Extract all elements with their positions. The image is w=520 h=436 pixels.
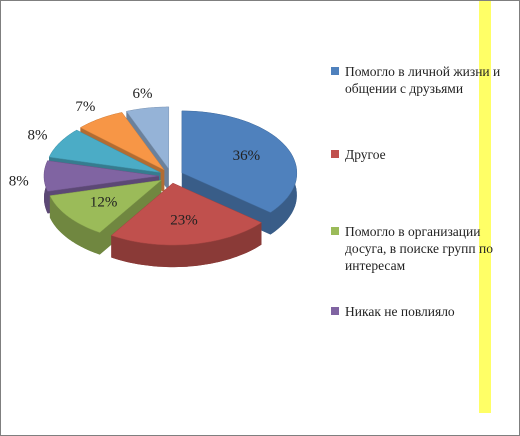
legend-entry: Помогло в личной жизни и общении с друзь… xyxy=(331,63,505,97)
slice xyxy=(125,106,170,170)
data-label: 12% xyxy=(90,194,118,210)
data-label: 8% xyxy=(28,128,48,144)
data-label: 7% xyxy=(75,99,95,115)
highlight-bar xyxy=(479,1,491,413)
legend-swatch xyxy=(331,67,339,75)
data-label: 8% xyxy=(9,173,29,189)
data-label: 6% xyxy=(132,86,152,102)
legend-label: Никак не повлияло xyxy=(345,304,455,319)
data-label: 23% xyxy=(170,213,198,229)
legend-label: Помогло в организации досуга, в поиске г… xyxy=(345,224,493,273)
slice-side xyxy=(49,195,100,255)
legend-swatch xyxy=(331,227,339,235)
data-label: 36% xyxy=(233,148,261,164)
legend-entry: Помогло в организации досуга, в поиске г… xyxy=(331,223,505,274)
slice xyxy=(181,110,298,213)
slice xyxy=(43,160,160,192)
legend-label: Помогло в личной жизни и общении с друзь… xyxy=(345,64,501,96)
legend-entry: Никак не повлияло xyxy=(331,303,505,320)
legend-swatch xyxy=(331,150,339,158)
slice xyxy=(48,129,161,173)
legend-swatch xyxy=(331,307,339,315)
legend-entry: Другое xyxy=(331,146,505,163)
slice xyxy=(110,182,263,246)
slice xyxy=(79,112,165,171)
slice xyxy=(49,179,163,233)
legend-label: Другое xyxy=(345,147,386,162)
